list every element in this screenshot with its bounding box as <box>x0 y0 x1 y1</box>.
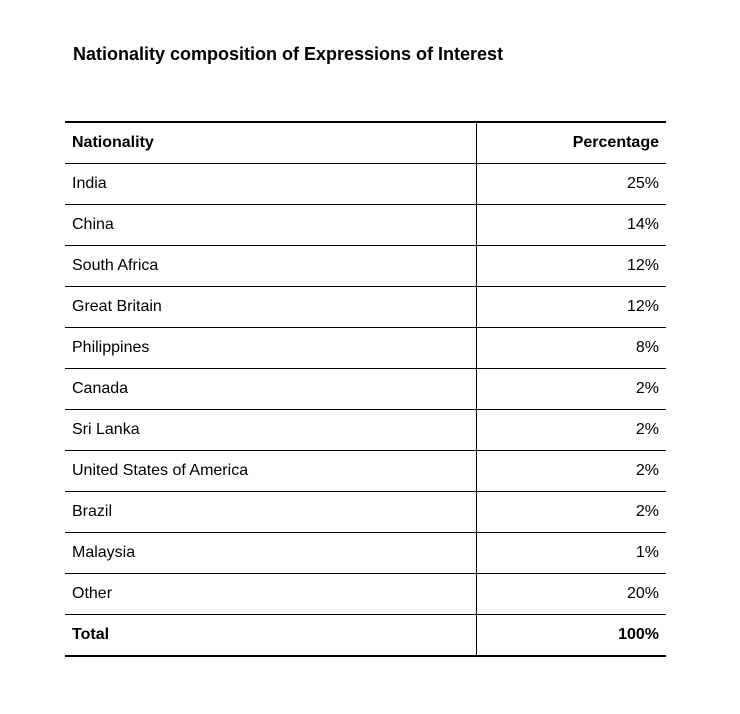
table-row: Sri Lanka 2% <box>65 409 666 451</box>
header-percentage: Percentage <box>476 121 666 164</box>
nationality-cell: Philippines <box>65 327 477 369</box>
table-row: United States of America 2% <box>65 450 666 492</box>
table-row: Brazil 2% <box>65 491 666 533</box>
nationality-cell: India <box>65 163 477 205</box>
table-total-row: Total 100% <box>65 614 666 657</box>
table-row: Great Britain 12% <box>65 286 666 328</box>
percentage-cell: 2% <box>476 409 666 451</box>
percentage-cell: 25% <box>476 163 666 205</box>
total-percentage: 100% <box>476 614 666 657</box>
nationality-cell: Sri Lanka <box>65 409 477 451</box>
percentage-cell: 2% <box>476 368 666 410</box>
table-row: China 14% <box>65 204 666 246</box>
nationality-cell: Great Britain <box>65 286 477 328</box>
nationality-cell: South Africa <box>65 245 477 287</box>
nationality-cell: Brazil <box>65 491 477 533</box>
nationality-cell: United States of America <box>65 450 477 492</box>
percentage-cell: 14% <box>476 204 666 246</box>
percentage-cell: 12% <box>476 245 666 287</box>
table-row: Malaysia 1% <box>65 532 666 574</box>
nationality-cell: Malaysia <box>65 532 477 574</box>
percentage-cell: 20% <box>476 573 666 615</box>
table-header-row: Nationality Percentage <box>65 121 666 164</box>
table-row: Philippines 8% <box>65 327 666 369</box>
table-row: Canada 2% <box>65 368 666 410</box>
percentage-cell: 2% <box>476 450 666 492</box>
percentage-cell: 12% <box>476 286 666 328</box>
nationality-cell: Other <box>65 573 477 615</box>
header-nationality: Nationality <box>65 121 477 164</box>
percentage-cell: 1% <box>476 532 666 574</box>
table-row: Other 20% <box>65 573 666 615</box>
nationality-cell: Canada <box>65 368 477 410</box>
table-row: South Africa 12% <box>65 245 666 287</box>
percentage-cell: 2% <box>476 491 666 533</box>
nationality-table: Nationality Percentage India 25% China 1… <box>65 121 666 657</box>
page-title: Nationality composition of Expressions o… <box>73 44 504 64</box>
total-label: Total <box>65 614 477 657</box>
percentage-cell: 8% <box>476 327 666 369</box>
nationality-cell: China <box>65 204 477 246</box>
table-row: India 25% <box>65 163 666 205</box>
